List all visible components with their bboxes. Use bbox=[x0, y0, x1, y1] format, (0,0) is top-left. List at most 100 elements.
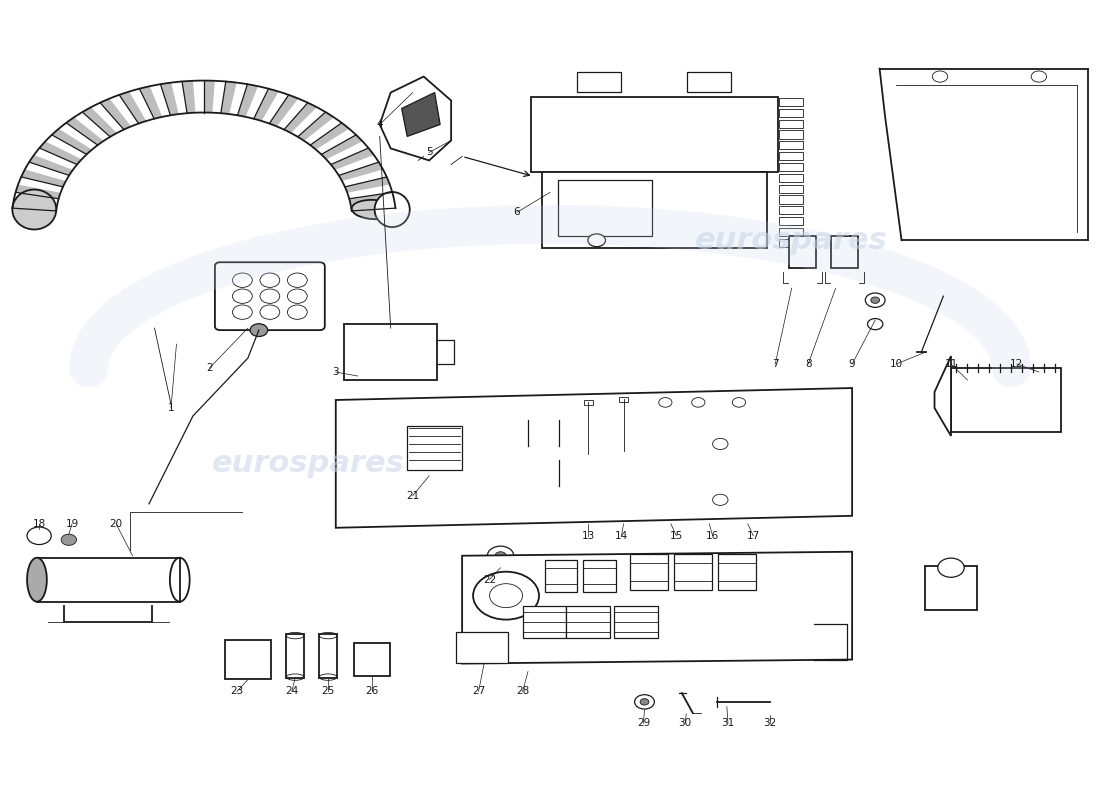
Polygon shape bbox=[182, 81, 196, 114]
Bar bbox=[779, 238, 803, 247]
Polygon shape bbox=[345, 177, 389, 193]
Text: eurospares: eurospares bbox=[695, 226, 888, 254]
Bar bbox=[779, 119, 803, 128]
Text: 31: 31 bbox=[722, 718, 735, 729]
Bar bbox=[779, 163, 803, 171]
Circle shape bbox=[635, 694, 654, 709]
Text: 4: 4 bbox=[376, 119, 383, 130]
Bar bbox=[779, 206, 803, 214]
FancyBboxPatch shape bbox=[214, 262, 324, 330]
Bar bbox=[542, 172, 767, 248]
Text: 13: 13 bbox=[582, 530, 595, 541]
Polygon shape bbox=[379, 77, 451, 161]
Bar bbox=[37, 558, 179, 602]
Text: 26: 26 bbox=[365, 686, 378, 697]
Bar bbox=[614, 606, 658, 638]
Text: 29: 29 bbox=[637, 718, 650, 729]
Circle shape bbox=[659, 398, 672, 407]
Ellipse shape bbox=[28, 558, 47, 602]
Bar bbox=[779, 185, 803, 193]
Bar bbox=[789, 236, 816, 268]
Text: 12: 12 bbox=[1010, 359, 1023, 369]
Text: 21: 21 bbox=[406, 491, 419, 501]
Text: 30: 30 bbox=[679, 718, 692, 729]
Bar bbox=[779, 228, 803, 236]
Bar bbox=[584, 400, 593, 405]
Circle shape bbox=[713, 494, 728, 506]
Circle shape bbox=[62, 534, 77, 546]
Polygon shape bbox=[339, 162, 383, 181]
Bar bbox=[319, 634, 337, 678]
Ellipse shape bbox=[12, 190, 56, 230]
Circle shape bbox=[933, 71, 948, 82]
Polygon shape bbox=[462, 552, 852, 663]
Circle shape bbox=[287, 305, 307, 319]
Bar bbox=[566, 606, 610, 638]
Polygon shape bbox=[298, 112, 333, 141]
Polygon shape bbox=[321, 135, 363, 159]
Bar bbox=[779, 142, 803, 150]
Text: 24: 24 bbox=[285, 686, 298, 697]
Bar bbox=[522, 606, 566, 638]
Text: 10: 10 bbox=[890, 359, 903, 369]
Bar bbox=[779, 130, 803, 138]
Polygon shape bbox=[40, 142, 81, 165]
Ellipse shape bbox=[375, 192, 409, 227]
Text: 19: 19 bbox=[66, 518, 79, 529]
Polygon shape bbox=[935, 356, 952, 436]
Polygon shape bbox=[238, 84, 258, 117]
Text: eurospares: eurospares bbox=[212, 450, 405, 478]
Polygon shape bbox=[15, 185, 60, 198]
Text: 22: 22 bbox=[483, 574, 496, 585]
Polygon shape bbox=[100, 98, 131, 130]
Polygon shape bbox=[52, 129, 92, 154]
Text: 7: 7 bbox=[772, 359, 779, 369]
Bar bbox=[578, 72, 621, 92]
Bar bbox=[583, 560, 616, 592]
Circle shape bbox=[487, 546, 514, 566]
Circle shape bbox=[871, 297, 880, 303]
Bar bbox=[673, 554, 712, 590]
Bar bbox=[779, 174, 803, 182]
Circle shape bbox=[587, 234, 605, 246]
Circle shape bbox=[495, 552, 506, 560]
Bar bbox=[558, 180, 651, 236]
Polygon shape bbox=[221, 82, 236, 114]
Polygon shape bbox=[254, 89, 278, 121]
Text: 15: 15 bbox=[670, 530, 683, 541]
Text: 23: 23 bbox=[230, 686, 243, 697]
Bar bbox=[925, 566, 978, 610]
Polygon shape bbox=[161, 82, 178, 115]
Text: 27: 27 bbox=[472, 686, 485, 697]
Bar bbox=[688, 72, 732, 92]
Text: 1: 1 bbox=[167, 403, 174, 413]
Polygon shape bbox=[402, 93, 440, 137]
Circle shape bbox=[287, 289, 307, 303]
Bar bbox=[629, 554, 668, 590]
Bar bbox=[354, 642, 389, 676]
Circle shape bbox=[232, 305, 252, 319]
Bar bbox=[952, 368, 1060, 432]
Polygon shape bbox=[140, 86, 162, 118]
Circle shape bbox=[260, 305, 279, 319]
Bar bbox=[544, 560, 578, 592]
Bar bbox=[455, 632, 508, 662]
Text: 32: 32 bbox=[763, 718, 777, 729]
Polygon shape bbox=[270, 95, 298, 126]
Text: 5: 5 bbox=[426, 147, 432, 158]
Polygon shape bbox=[310, 123, 349, 150]
Bar bbox=[344, 324, 438, 380]
Circle shape bbox=[868, 318, 883, 330]
Polygon shape bbox=[21, 170, 66, 187]
Circle shape bbox=[490, 584, 522, 608]
Bar bbox=[830, 236, 858, 268]
Polygon shape bbox=[12, 200, 57, 211]
Text: 8: 8 bbox=[805, 359, 812, 369]
Circle shape bbox=[692, 398, 705, 407]
Text: 18: 18 bbox=[33, 518, 46, 529]
Polygon shape bbox=[331, 148, 374, 170]
Circle shape bbox=[733, 398, 746, 407]
Bar bbox=[286, 634, 304, 678]
Text: 16: 16 bbox=[706, 530, 719, 541]
Text: 17: 17 bbox=[747, 530, 760, 541]
